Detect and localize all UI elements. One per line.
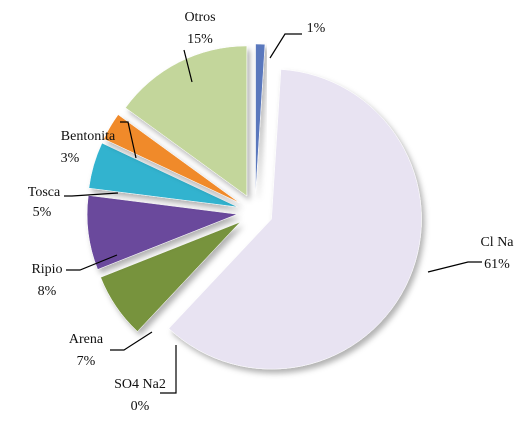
value-label: 61% <box>484 257 510 272</box>
value-label: 7% <box>77 354 96 369</box>
leader-line <box>120 121 137 159</box>
value-label: 0% <box>131 399 150 414</box>
category-label: SO4 Na2 <box>114 377 166 392</box>
category-label: Cl Na <box>480 235 514 250</box>
pie-slice <box>100 221 241 332</box>
slices <box>86 43 422 370</box>
category-label: Otros <box>184 10 215 25</box>
pie-slice <box>88 142 238 208</box>
leader-line <box>269 33 302 59</box>
pie-slice <box>255 43 266 195</box>
pie-slice <box>125 45 248 197</box>
category-label: Arena <box>69 332 104 347</box>
value-label: 3% <box>61 151 80 166</box>
value-label: 5% <box>33 205 52 220</box>
value-label: 15% <box>187 32 213 47</box>
pie-slice <box>103 114 240 204</box>
category-label: Bentonita <box>61 129 116 144</box>
leader-line <box>64 192 119 197</box>
leader-line <box>160 345 177 394</box>
value-label: 1% <box>307 21 326 36</box>
category-label: Ripio <box>31 262 62 277</box>
value-label: 8% <box>38 284 57 299</box>
labels: 1% Cl Na 61% SO4 Na2 0% Arena 7% Ripio 8% Tosca 5%… <box>28 10 515 414</box>
leader-line <box>427 261 482 273</box>
leader-line <box>66 254 118 271</box>
leader-line <box>183 49 193 83</box>
pie-slice <box>168 69 422 370</box>
leader-line <box>110 331 153 351</box>
category-label: Tosca <box>28 185 61 200</box>
